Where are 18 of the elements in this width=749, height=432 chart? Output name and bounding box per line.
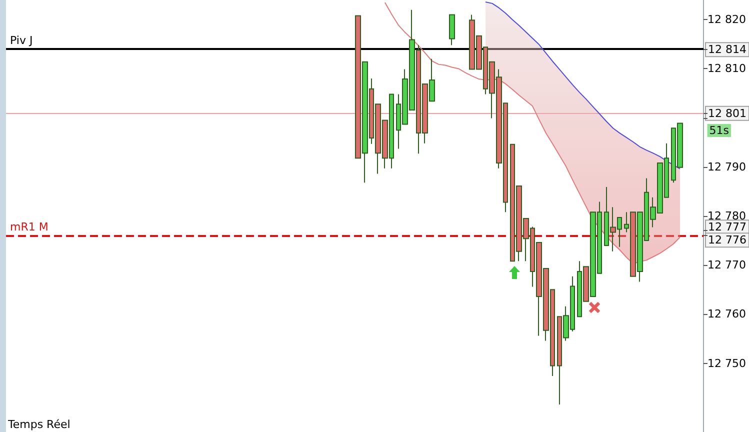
y-tick-label: 12 777 (708, 220, 746, 234)
candlestick (449, 14, 455, 46)
y-tick-label: 12 750 (708, 356, 746, 370)
y-tick-label: 12 810 (708, 62, 746, 76)
y-tick-label: 12 776 (708, 234, 746, 247)
y-tick-label: 12 760 (708, 308, 746, 321)
y-tick-label: 12 801 (708, 106, 746, 120)
ref-line-label: Piv J (10, 34, 33, 48)
y-tick-label: 12 820 (708, 13, 746, 26)
y-tick-label: 12 770 (708, 258, 746, 272)
text: 51s (709, 124, 730, 137)
line-series (384, 2, 681, 264)
annotation: Temps Réel (7, 418, 70, 431)
line-series (485, 1, 681, 170)
y-tick-label: 12 780 (708, 210, 746, 222)
y-tick-label: 12 814 (708, 43, 746, 56)
ref-line-label: mR1 M (10, 220, 48, 234)
y-tick-label: 12 790 (708, 160, 746, 174)
